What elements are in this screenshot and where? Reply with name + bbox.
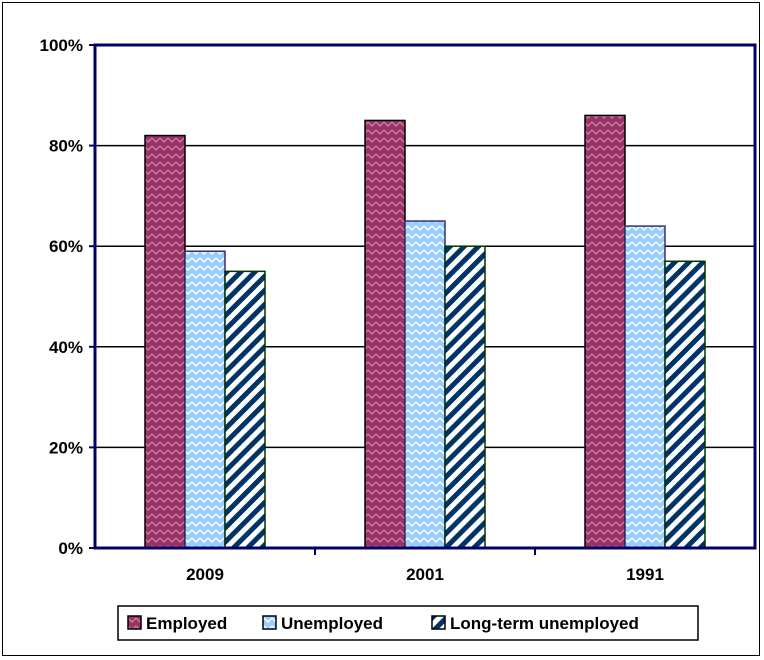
legend-label-employed: Employed [146, 614, 227, 633]
bar-long-term-unemployed-2009 [224, 270, 266, 549]
axes: 0% 20% 40% 60% 80% 100% 2009 2001 1991 [40, 36, 757, 584]
legend-swatch-long-term-unemployed [431, 615, 446, 630]
bar-unemployed-2009 [184, 250, 226, 549]
bar-employed-2009 [144, 134, 186, 549]
bar-employed-2001 [364, 119, 406, 549]
y-tick-label: 20% [49, 438, 83, 457]
bar-employed-1991 [584, 114, 626, 549]
y-tick-label: 0% [58, 539, 83, 558]
legend: Employed Unemployed Long-term unemployed [117, 605, 699, 641]
y-tick-label: 80% [49, 137, 83, 156]
bar-long-term-unemployed-1991 [664, 260, 706, 549]
legend-box [117, 605, 699, 641]
y-tick-label: 100% [40, 36, 83, 55]
y-tick-label: 60% [49, 237, 83, 256]
bars [144, 114, 706, 549]
x-tick-label: 1991 [626, 565, 664, 584]
bar-unemployed-2001 [404, 220, 446, 549]
legend-label-unemployed: Unemployed [281, 614, 383, 633]
legend-swatch-employed [127, 615, 142, 630]
plot-border [93, 43, 757, 550]
legend-label-long-term-unemployed: Long-term unemployed [450, 614, 639, 633]
bar-unemployed-1991 [624, 225, 666, 549]
legend-swatch-unemployed [262, 615, 277, 630]
x-tick-label: 2001 [406, 565, 444, 584]
y-tick-label: 40% [49, 338, 83, 357]
x-tick-label: 2009 [186, 565, 224, 584]
bar-long-term-unemployed-2001 [444, 245, 486, 549]
